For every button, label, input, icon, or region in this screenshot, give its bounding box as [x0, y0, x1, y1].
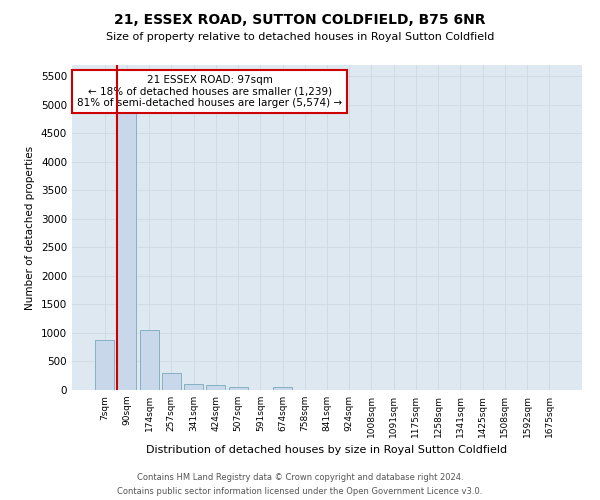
Bar [118, 76, 136, 390]
Bar [229, 387, 248, 390]
Bar [140, 330, 158, 390]
Text: 21, ESSEX ROAD, SUTTON COLDFIELD, B75 6NR: 21, ESSEX ROAD, SUTTON COLDFIELD, B75 6N… [114, 12, 486, 26]
Bar [162, 373, 181, 390]
Text: Contains HM Land Registry data © Crown copyright and database right 2024.: Contains HM Land Registry data © Crown c… [137, 472, 463, 482]
X-axis label: Distribution of detached houses by size in Royal Sutton Coldfield: Distribution of detached houses by size … [146, 446, 508, 456]
Text: Contains public sector information licensed under the Open Government Licence v3: Contains public sector information licen… [118, 488, 482, 496]
Bar [95, 340, 114, 390]
Bar [206, 384, 225, 390]
Text: 21 ESSEX ROAD: 97sqm
← 18% of detached houses are smaller (1,239)
81% of semi-de: 21 ESSEX ROAD: 97sqm ← 18% of detached h… [77, 74, 342, 108]
Text: Size of property relative to detached houses in Royal Sutton Coldfield: Size of property relative to detached ho… [106, 32, 494, 42]
Bar [273, 387, 292, 390]
Bar [184, 384, 203, 390]
Y-axis label: Number of detached properties: Number of detached properties [25, 146, 35, 310]
